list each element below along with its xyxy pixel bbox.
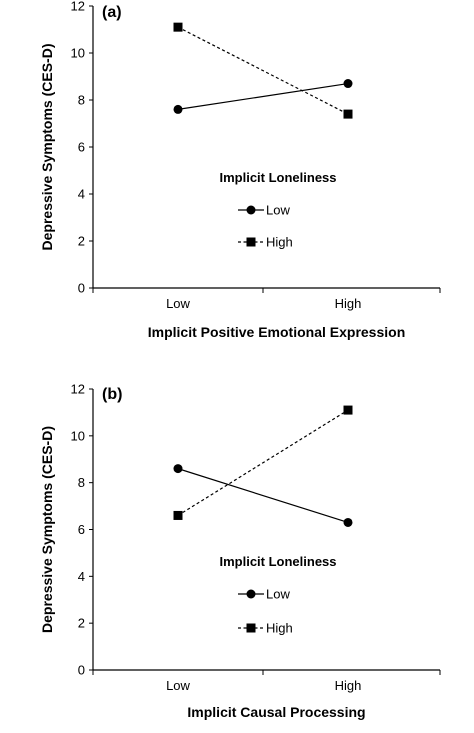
legend-marker-square xyxy=(246,237,256,247)
series-line-high xyxy=(177,409,349,516)
y-tick-label: 6 xyxy=(78,522,85,537)
y-tick-label: 12 xyxy=(71,382,85,397)
chart-panel-a: 0 2 4 6 8 10 12 Low High Implicit Positive Emotio… xyxy=(39,0,441,340)
panel-label: (a) xyxy=(102,4,122,21)
x-tick-label: High xyxy=(335,678,362,693)
x-axis-title: Implicit Positive Emotional Expression xyxy=(148,324,406,340)
y-tick-label: 4 xyxy=(78,187,85,202)
y-tick-label: 12 xyxy=(71,0,85,14)
y-tick-label: 0 xyxy=(78,663,85,678)
x-tick-label: Low xyxy=(166,678,190,693)
data-point-square xyxy=(173,510,183,520)
panel-label: (b) xyxy=(102,386,122,403)
data-point-circle xyxy=(173,104,183,114)
data-point-circle xyxy=(343,79,353,89)
legend-label: High xyxy=(266,621,293,636)
legend: Implicit Loneliness Low High xyxy=(219,170,336,250)
y-tick-label: 8 xyxy=(78,475,85,490)
legend-label: Low xyxy=(266,203,290,218)
data-point-circle xyxy=(173,464,183,474)
data-point-square xyxy=(343,109,353,119)
y-tick-label: 6 xyxy=(78,140,85,155)
legend-marker-circle xyxy=(246,205,256,215)
y-tick-label: 2 xyxy=(78,234,85,249)
y-tick-label: 4 xyxy=(78,569,85,584)
y-tick-label: 8 xyxy=(78,93,85,108)
x-axis-title: Implicit Causal Processing xyxy=(187,704,365,720)
legend-label: High xyxy=(266,235,293,250)
legend-marker-circle xyxy=(246,589,256,599)
y-tick-label: 2 xyxy=(78,616,85,631)
chart-panel-b: 0 2 4 6 8 10 12 Low High Implicit Causal Processi… xyxy=(39,382,441,720)
x-tick-label: Low xyxy=(166,296,190,311)
legend-label: Low xyxy=(266,587,290,602)
data-point-square xyxy=(173,22,183,32)
y-tick-label: 0 xyxy=(78,281,85,296)
series-line-high xyxy=(177,26,349,115)
data-point-circle xyxy=(343,517,353,527)
y-tick-label: 10 xyxy=(71,428,85,443)
legend: Implicit Loneliness Low High xyxy=(219,554,336,636)
series-line-low xyxy=(177,468,349,524)
series-line-low xyxy=(177,82,349,110)
y-axis-title: Depressive Symptoms (CES-D) xyxy=(39,44,55,251)
y-tick-label: 10 xyxy=(71,46,85,61)
legend-title: Implicit Loneliness xyxy=(219,554,336,569)
y-axis-title: Depressive Symptoms (CES-D) xyxy=(39,426,55,633)
x-tick-label: High xyxy=(335,296,362,311)
data-point-square xyxy=(343,405,353,415)
legend-marker-square xyxy=(246,623,256,633)
legend-title: Implicit Loneliness xyxy=(219,170,336,185)
